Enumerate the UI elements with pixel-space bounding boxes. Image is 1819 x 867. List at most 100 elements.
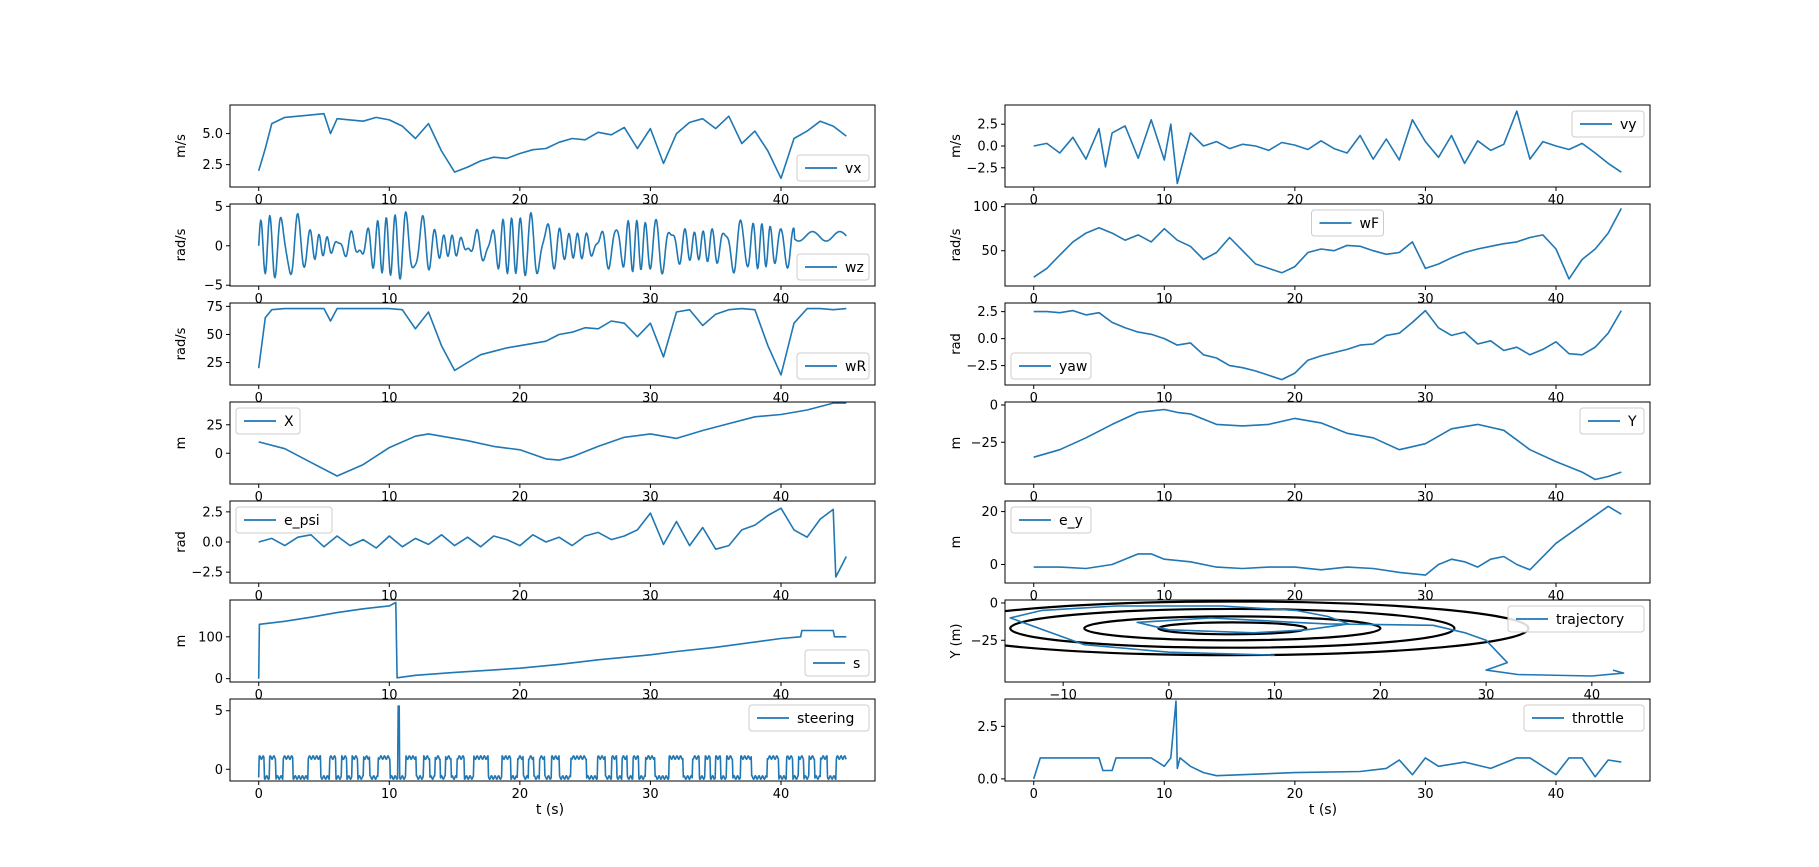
wR-y-tick-label: 50 [206,328,223,343]
s-legend: s [804,649,870,677]
s-series-line [257,601,847,679]
e_y-axes-frame [1004,500,1651,584]
steering-axes-frame [229,698,876,782]
yaw-x-tick-label: 40 [1548,391,1565,406]
vx-legend-label: vx [845,161,862,177]
throttle-y-tick-label: 2.5 [977,720,998,735]
x-axis-label-left: t (s) [536,802,564,818]
wz-x-tick-label: 0 [255,292,263,307]
wz-y-axis-label: rad/s [174,228,189,261]
vy-series-line [1033,110,1622,185]
vy-y-tick-label: 0.0 [977,140,998,155]
trajectory-x-tick-label: 40 [1584,688,1601,703]
wR-axes-frame [229,302,876,386]
e_psi-subplot: 0 10 20 30 40 −2.5 0.0 2.5 rad e_psi [174,500,876,604]
trajectory-series-line [1009,605,1625,677]
track-loop-4 [1157,621,1308,636]
X-x-tick-label: 10 [381,490,398,505]
e_psi-y-tick-label: 0.0 [202,536,223,551]
steering-x-tick-label: 40 [773,787,790,802]
wz-x-tick-label: 20 [512,292,529,307]
s-subplot: 0 10 20 30 40 0 100 m s [174,599,876,703]
wF-y-tick-label: 50 [981,244,998,259]
trajectory-x-tick-label: 10 [1266,688,1283,703]
wR-legend-label: wR [845,359,866,375]
vx-x-tick-label: 20 [512,193,529,208]
Y-legend: Y [1579,407,1645,435]
vx-x-tick-label: 10 [381,193,398,208]
vy-x-tick-label: 40 [1548,193,1565,208]
yaw-legend-label: yaw [1059,359,1087,375]
e_psi-legend-box [235,506,333,534]
wz-series-line [257,211,847,280]
e_y-x-tick-label: 0 [1030,589,1038,604]
Y-x-tick-label: 40 [1548,490,1565,505]
yaw-x-tick-label: 20 [1287,391,1304,406]
vx-subplot: 0 10 20 30 40 2.5 5.0 m/s vx [174,104,876,208]
e_y-y-tick-label: 0 [990,558,998,573]
Y-axes-frame [1004,401,1651,485]
steering-x-tick-label: 0 [255,787,263,802]
track-loop-2 [1009,607,1456,649]
X-legend-label: X [284,414,294,430]
Y-x-tick-label: 30 [1417,490,1434,505]
wR-x-tick-label: 10 [381,391,398,406]
vx-y-tick-label: 5.0 [202,127,223,142]
Y-y-tick-label: 0 [990,398,998,413]
e_psi-x-tick-label: 0 [255,589,263,604]
Y-y-tick-label: −25 [971,436,998,451]
wR-y-tick-label: 25 [206,356,223,371]
steering-x-tick-label: 10 [381,787,398,802]
wF-x-tick-label: 40 [1548,292,1565,307]
steering-x-tick-label: 20 [512,787,529,802]
vy-x-tick-label: 20 [1287,193,1304,208]
steering-y-tick-label: 5 [215,704,223,719]
yaw-axes-frame [1004,302,1651,386]
vx-series-line [257,112,847,180]
trajectory-x-tick-label: 0 [1165,688,1173,703]
e_psi-x-tick-label: 10 [381,589,398,604]
wR-y-tick-label: 75 [206,300,223,315]
s-x-tick-label: 40 [773,688,790,703]
steering-legend-box [748,704,870,732]
wF-subplot: 0 10 20 30 40 50 100 rad/s wF [949,200,1651,307]
vy-y-axis-label: m/s [949,134,964,158]
wF-series-line [1033,208,1623,280]
yaw-x-tick-label: 30 [1417,391,1434,406]
trajectory-y-axis-label: Y (m) [949,624,964,660]
yaw-series-line [1033,309,1622,381]
e_psi-y-tick-label: 2.5 [202,505,223,520]
vx-axes-frame [229,104,876,188]
e_psi-x-tick-label: 30 [642,589,659,604]
trajectory-y-tick-label: 0 [990,596,998,611]
wR-x-tick-label: 40 [773,391,790,406]
X-subplot: 0 10 20 30 40 0 25 m X [174,401,876,505]
wz-x-tick-label: 30 [642,292,659,307]
vx-x-tick-label: 40 [773,193,790,208]
e_y-x-tick-label: 40 [1548,589,1565,604]
wF-x-tick-label: 10 [1156,292,1173,307]
vx-x-tick-label: 30 [642,193,659,208]
throttle-series-line [1032,700,1622,780]
throttle-x-tick-label: 10 [1156,787,1173,802]
vy-x-tick-label: 0 [1030,193,1038,208]
yaw-x-tick-label: 10 [1156,391,1173,406]
wF-axes-frame [1004,203,1651,287]
s-axes-frame [229,599,876,683]
vy-y-tick-label: −2.5 [966,161,998,176]
wR-x-tick-label: 30 [642,391,659,406]
wz-legend: wz [796,253,870,281]
e_psi-y-axis-label: rad [174,531,189,553]
throttle-legend: throttle [1523,704,1645,732]
throttle-legend-box [1523,704,1645,732]
s-y-tick-label: 100 [198,630,223,645]
e_y-legend-label: e_y [1059,513,1083,529]
X-y-axis-label: m [174,437,189,450]
trajectory-x-tick-label: −10 [1049,688,1076,703]
wF-x-tick-label: 20 [1287,292,1304,307]
vy-x-tick-label: 30 [1417,193,1434,208]
X-series-line [258,402,847,477]
e_y-y-tick-label: 20 [981,505,998,520]
steering-x-tick-label: 30 [642,787,659,802]
